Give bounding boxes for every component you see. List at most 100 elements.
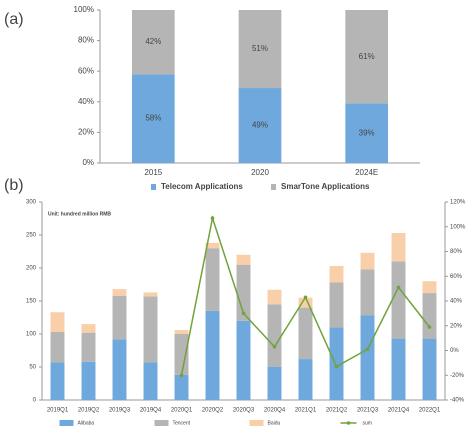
x-tick-label: 2021Q2 (326, 408, 348, 414)
bar-segment (143, 296, 158, 363)
legend-swatch (249, 420, 264, 426)
legend-swatch (154, 420, 169, 426)
bar-segment (236, 254, 251, 265)
bar-segment (81, 324, 96, 333)
legend-label: sum (363, 420, 372, 426)
legend-swatch (59, 420, 74, 426)
bar-segment (50, 362, 65, 400)
x-tick-label: 2024E (355, 168, 378, 177)
legend-swatch (271, 184, 276, 190)
bar-segment (50, 312, 65, 333)
bar-segment (267, 304, 282, 367)
x-tick-label: 2020 (251, 168, 269, 177)
legend-label: SmarTone Applications (281, 182, 370, 191)
bar-segment (329, 266, 344, 283)
panel-label: (a) (4, 11, 24, 28)
y-tick-label: 40% (78, 97, 94, 106)
x-tick-label: 2019Q4 (140, 408, 162, 414)
y2-tick-label: 60% (450, 274, 463, 280)
bar-segment (205, 248, 220, 311)
x-tick-label: 2020Q4 (264, 408, 286, 414)
y-tick-label: 20% (78, 128, 94, 137)
y2-tick-label: 20% (450, 323, 463, 329)
bar-segment (360, 315, 375, 400)
legend-swatch (151, 184, 156, 190)
y-tick-label: 80% (78, 36, 94, 45)
x-tick-label: 2019Q2 (78, 408, 100, 414)
bar-segment (360, 269, 375, 316)
bar-segment (298, 359, 313, 400)
bar-segment (174, 330, 189, 334)
legend-marker (346, 421, 351, 425)
x-tick-label: 2021Q3 (357, 408, 379, 414)
bar-segment (298, 307, 313, 360)
bar-segment (81, 332, 96, 362)
y-tick-label: 60% (78, 66, 94, 75)
bar-segment (422, 293, 437, 339)
bar-segment (267, 289, 282, 305)
line-point (334, 364, 339, 369)
value-label: 61% (359, 52, 375, 61)
x-tick-label: 2019Q1 (47, 408, 69, 414)
value-label: 51% (252, 44, 268, 53)
legend-label: Tencent (173, 420, 191, 426)
value-label: 39% (359, 128, 375, 137)
y-tick-label: 50 (29, 365, 36, 371)
x-tick-label: 2021Q4 (388, 408, 410, 414)
bar-segment (391, 233, 406, 262)
y2-tick-label: 80% (450, 249, 463, 255)
bar-segment (391, 261, 406, 339)
y2-tick-label: -40% (450, 398, 465, 404)
bar-segment (236, 320, 251, 400)
y-tick-label: 150 (26, 299, 37, 305)
x-tick-label: 2015 (144, 168, 162, 177)
bar-segment (81, 361, 96, 400)
legend-label: Baidu (268, 420, 281, 426)
bar-segment (143, 362, 158, 400)
bar-segment (174, 374, 189, 400)
x-tick-label: 2020Q3 (233, 408, 255, 414)
y2-tick-label: 0% (450, 348, 459, 354)
bar-segment (360, 252, 375, 270)
y-tick-label: 100% (74, 5, 94, 14)
y-tick-label: 250 (26, 233, 37, 239)
bar-segment (329, 327, 344, 400)
x-tick-label: 2020Q2 (202, 408, 224, 414)
line-point (427, 325, 432, 329)
y-tick-label: 0 (33, 398, 37, 404)
bar-segment (205, 242, 220, 249)
bar-segment (132, 74, 175, 163)
bar-segment (345, 10, 388, 104)
line-point (179, 373, 184, 378)
subtitle: Unit: hundred million RMB (48, 211, 111, 217)
bar-segment (422, 338, 437, 400)
bar-segment (238, 88, 282, 163)
bar-segment (143, 292, 158, 297)
bar-segment (132, 10, 175, 75)
line-point (210, 216, 215, 220)
y2-tick-label: -20% (450, 373, 465, 379)
x-tick-label: 2019Q3 (109, 408, 131, 414)
x-tick-label: 2021Q1 (295, 408, 317, 414)
line-point (241, 311, 246, 316)
value-label: 49% (252, 121, 268, 130)
legend-label: Telecom Applications (161, 182, 243, 191)
value-label: 42% (145, 37, 161, 46)
bar-segment (391, 338, 406, 400)
line-point (272, 344, 277, 349)
bar-segment (236, 264, 251, 321)
y2-tick-label: 100% (450, 224, 466, 230)
line-point (303, 295, 308, 300)
value-label: 58% (145, 114, 161, 123)
y-tick-label: 300 (26, 200, 37, 206)
bar-segment (50, 332, 65, 363)
y-tick-label: 100 (26, 332, 37, 338)
line-point (365, 347, 370, 352)
legend-label: Alibaba (78, 420, 95, 426)
y-tick-label: 200 (26, 266, 37, 272)
bar-segment (174, 334, 189, 375)
line-point (396, 285, 401, 290)
bar-segment (112, 295, 127, 340)
y-tick-label: 0% (82, 158, 94, 167)
